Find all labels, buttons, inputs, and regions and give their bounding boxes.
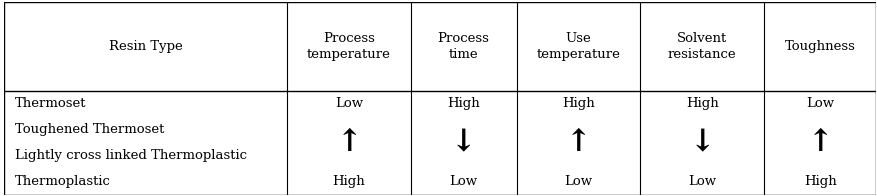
Text: High: High	[332, 175, 365, 189]
Text: ↓: ↓	[688, 127, 714, 158]
Text: High: High	[561, 97, 594, 110]
Text: Low: Low	[334, 97, 362, 110]
Text: Solvent
resistance: Solvent resistance	[667, 32, 736, 61]
Text: Resin Type: Resin Type	[109, 40, 182, 53]
Text: Low: Low	[449, 175, 477, 189]
Text: Thermoplastic: Thermoplastic	[15, 175, 111, 189]
Text: ↑: ↑	[565, 127, 590, 158]
Text: ↓: ↓	[451, 127, 476, 158]
Text: Low: Low	[564, 175, 592, 189]
Text: Process
time: Process time	[438, 32, 489, 61]
Text: Process
temperature: Process temperature	[307, 32, 390, 61]
Text: High: High	[685, 97, 717, 110]
Text: Toughness: Toughness	[784, 40, 855, 53]
Text: Thermoset: Thermoset	[15, 97, 86, 110]
Text: Lightly cross linked Thermoplastic: Lightly cross linked Thermoplastic	[15, 149, 246, 162]
Text: Use
temperature: Use temperature	[536, 32, 620, 61]
Text: ↑: ↑	[336, 127, 361, 158]
Text: High: High	[802, 175, 836, 189]
Text: ↑: ↑	[807, 127, 832, 158]
Text: Low: Low	[805, 97, 833, 110]
Text: Toughened Thermoset: Toughened Thermoset	[15, 123, 164, 136]
Text: High: High	[446, 97, 480, 110]
Text: Low: Low	[688, 175, 716, 189]
